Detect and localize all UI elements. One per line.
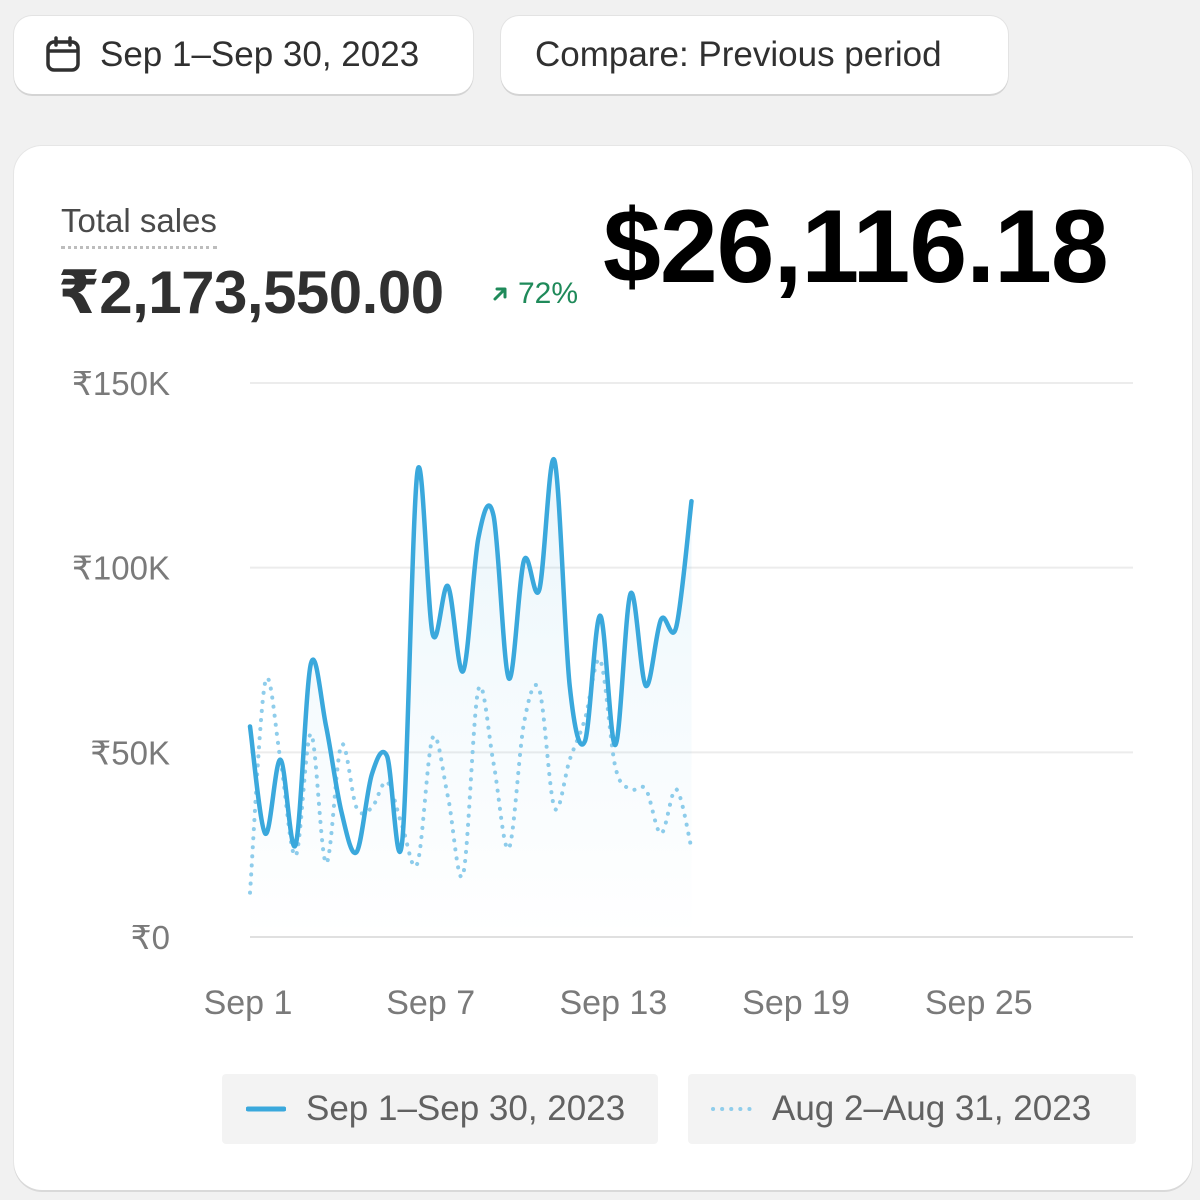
y-tick-label: ₹150K [72, 365, 170, 402]
overlay-amount: $26,116.18 [603, 189, 1109, 305]
sales-line-chart: ₹0 ₹50K ₹100K ₹150K Sep 1 Sep 7 Sep 13 Sep 19 S… [72, 365, 1133, 1022]
metric-change-value: 72% [518, 277, 579, 310]
metric-value: ₹2,173,550.00 [58, 259, 444, 326]
legend-label-previous: Aug 2–Aug 31, 2023 [772, 1089, 1092, 1128]
compare-period-label: Compare: Previous period [535, 35, 942, 74]
x-tick-label: Sep 25 [925, 984, 1033, 1022]
series-line-current [247, 457, 694, 856]
x-tick-label: Sep 7 [386, 984, 475, 1022]
solid-line-swatch-icon [246, 1106, 286, 1112]
dotted-line-swatch-icon [711, 1107, 752, 1111]
x-tick-label: Sep 1 [204, 984, 293, 1022]
date-range-button[interactable]: Sep 1–Sep 30, 2023 [14, 16, 473, 94]
metric-title[interactable]: Total sales [61, 202, 217, 249]
legend-item-previous[interactable]: Aug 2–Aug 31, 2023 [688, 1074, 1136, 1144]
x-tick-label: Sep 13 [559, 984, 667, 1022]
compare-period-button[interactable]: Compare: Previous period [501, 16, 1008, 94]
legend-item-current[interactable]: Sep 1–Sep 30, 2023 [222, 1074, 658, 1144]
y-tick-label: ₹0 [131, 919, 170, 956]
y-tick-label: ₹100K [72, 550, 170, 587]
legend-label-current: Sep 1–Sep 30, 2023 [306, 1089, 626, 1128]
date-range-label: Sep 1–Sep 30, 2023 [100, 35, 420, 74]
calendar-icon [44, 36, 82, 74]
series-area-current [250, 459, 692, 937]
arrow-up-right-icon [493, 287, 507, 301]
metric-change-badge: 72% [490, 277, 578, 311]
x-tick-label: Sep 19 [742, 984, 850, 1022]
y-tick-label: ₹50K [90, 734, 170, 771]
